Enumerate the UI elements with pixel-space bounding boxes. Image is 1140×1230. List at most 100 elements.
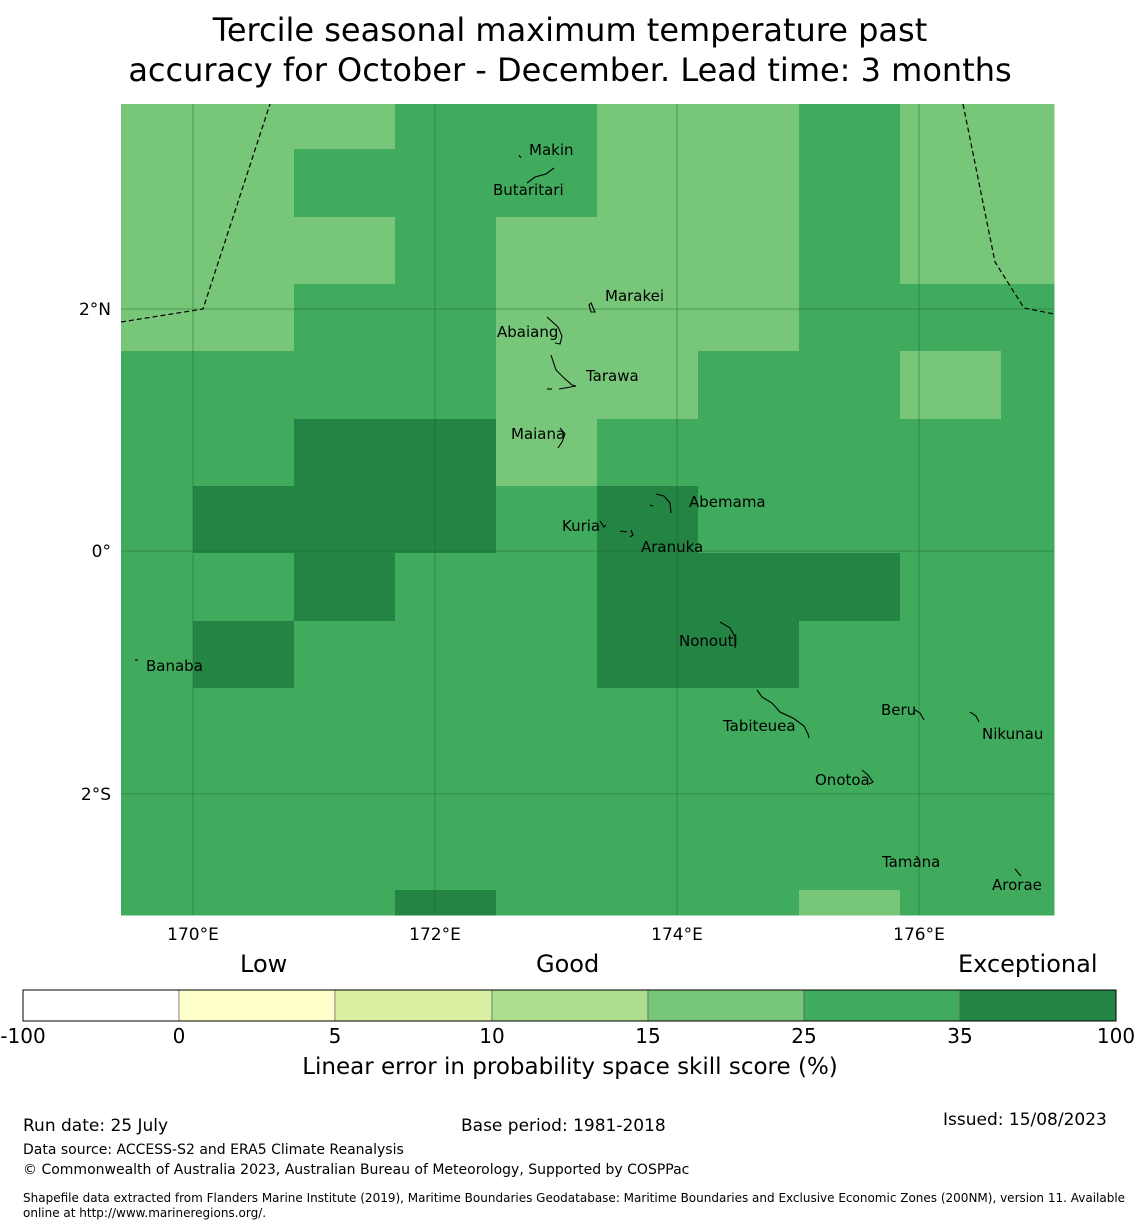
base-period: Base period: 1981-2018	[461, 1116, 666, 1136]
island-tamana	[915, 855, 920, 860]
grid-cell	[900, 486, 1002, 554]
grid-cell	[1001, 621, 1055, 689]
grid-cell	[121, 621, 194, 689]
grid-cell	[193, 890, 295, 916]
grid-cell	[193, 149, 295, 218]
place-label-banaba: Banaba	[146, 657, 203, 675]
grid-cell	[121, 284, 194, 352]
place-label-marakei: Marakei	[605, 287, 664, 305]
grid-cell	[496, 890, 598, 916]
island-onotoa	[861, 769, 874, 785]
grid-cell	[294, 419, 396, 487]
grid-cell	[799, 553, 901, 622]
shapefile-credit: Shapefile data extracted from Flanders M…	[23, 1191, 1126, 1220]
grid-cell	[121, 553, 194, 622]
grid-cell	[597, 284, 699, 352]
grid-cell	[294, 486, 396, 554]
colorbar-segment	[334, 989, 493, 1022]
grid-cell	[698, 890, 800, 916]
place-labels: Makin Butaritari Marakei Abaiang Tarawa Maian…	[146, 141, 1043, 894]
grid-cell	[1001, 756, 1055, 824]
place-label-kuria: Kuria	[562, 517, 600, 535]
grid-cell	[496, 149, 598, 218]
eez-boundary-west	[120, 103, 271, 323]
copyright: © Commonwealth of Australia 2023, Austra…	[23, 1162, 690, 1178]
island-nonouti	[719, 621, 736, 648]
island-tarawa	[550, 354, 577, 390]
grid-cell	[597, 553, 699, 622]
lon-tick-labels: 170°E 172°E 174°E 176°E	[167, 925, 945, 945]
island-beru	[914, 709, 925, 721]
grid-cell	[121, 823, 194, 891]
grid-cell	[1001, 486, 1055, 554]
grid-cell	[121, 486, 194, 554]
grid-cell	[799, 756, 901, 824]
island-kuria	[599, 520, 607, 528]
grid-cell	[395, 104, 497, 150]
island-abemama	[655, 493, 672, 514]
colorbar-segment	[178, 989, 336, 1022]
lat-tick-2n: 2°N	[79, 300, 111, 320]
island-outlines	[135, 154, 1022, 877]
lon-tick-176e: 176°E	[893, 925, 945, 945]
island-marakei	[588, 302, 596, 313]
place-label-nikunau: Nikunau	[982, 725, 1043, 743]
grid-cell	[698, 104, 800, 150]
grid-cell	[597, 688, 699, 757]
colorbar-tick-15: 15	[635, 1024, 661, 1048]
place-label-tarawa: Tarawa	[585, 367, 639, 385]
grid-cell	[1001, 351, 1055, 420]
colorbar-segment	[491, 989, 649, 1022]
colorbar-segment	[22, 989, 180, 1022]
grid-cell	[121, 104, 194, 150]
grid-cell	[395, 756, 497, 824]
grid-cell	[294, 217, 396, 285]
grid-cell	[799, 688, 901, 757]
grid-cell	[294, 890, 396, 916]
grid-cell	[395, 284, 497, 352]
colorbar	[22, 989, 1117, 1022]
place-label-butaritari: Butaritari	[493, 181, 564, 199]
grid-cell	[294, 351, 396, 420]
grid-cell	[395, 217, 497, 285]
grid-cell	[395, 351, 497, 420]
title-line-2: accuracy for October - December. Lead ti…	[128, 51, 1012, 89]
data-source: Data source: ACCESS-S2 and ERA5 Climate …	[23, 1142, 404, 1158]
colorbar-tick-5: 5	[328, 1024, 342, 1048]
grid-cell	[395, 486, 497, 554]
grid-cell	[294, 688, 396, 757]
grid-cell	[121, 756, 194, 824]
grid-cell	[597, 217, 699, 285]
colorbar-word-low: Low	[240, 950, 288, 978]
grid-cell	[294, 149, 396, 218]
island-butaritari	[526, 167, 555, 184]
grid-cell	[1001, 688, 1055, 757]
grid-cell	[900, 621, 1002, 689]
place-label-abemama: Abemama	[689, 493, 766, 511]
grid-cell	[395, 149, 497, 218]
island-arorae	[1014, 868, 1022, 877]
grid-cell	[193, 823, 295, 891]
grid-cell	[1001, 217, 1055, 285]
grid-cell	[395, 823, 497, 891]
colorbar-label: Linear error in probability space skill …	[302, 1054, 838, 1080]
grid-cell	[900, 217, 1002, 285]
grid-cell	[597, 351, 699, 420]
colorbar-tick-35: 35	[947, 1024, 973, 1048]
grid-cell	[597, 104, 699, 150]
grid-cell	[900, 419, 1002, 487]
grid-cell	[193, 351, 295, 420]
grid-cell	[193, 284, 295, 352]
skill-grid	[121, 104, 1055, 916]
grid-cell	[193, 104, 295, 150]
colorbar-tick-10: 10	[479, 1024, 505, 1048]
grid-cell	[193, 756, 295, 824]
grid-cell	[900, 890, 1002, 916]
grid-cell	[698, 149, 800, 218]
grid-cell	[294, 823, 396, 891]
lat-tick-2s: 2°S	[81, 785, 111, 805]
grid-cell	[193, 419, 295, 487]
issued-date: Issued: 15/08/2023	[943, 1110, 1107, 1130]
grid-cell	[799, 486, 901, 554]
